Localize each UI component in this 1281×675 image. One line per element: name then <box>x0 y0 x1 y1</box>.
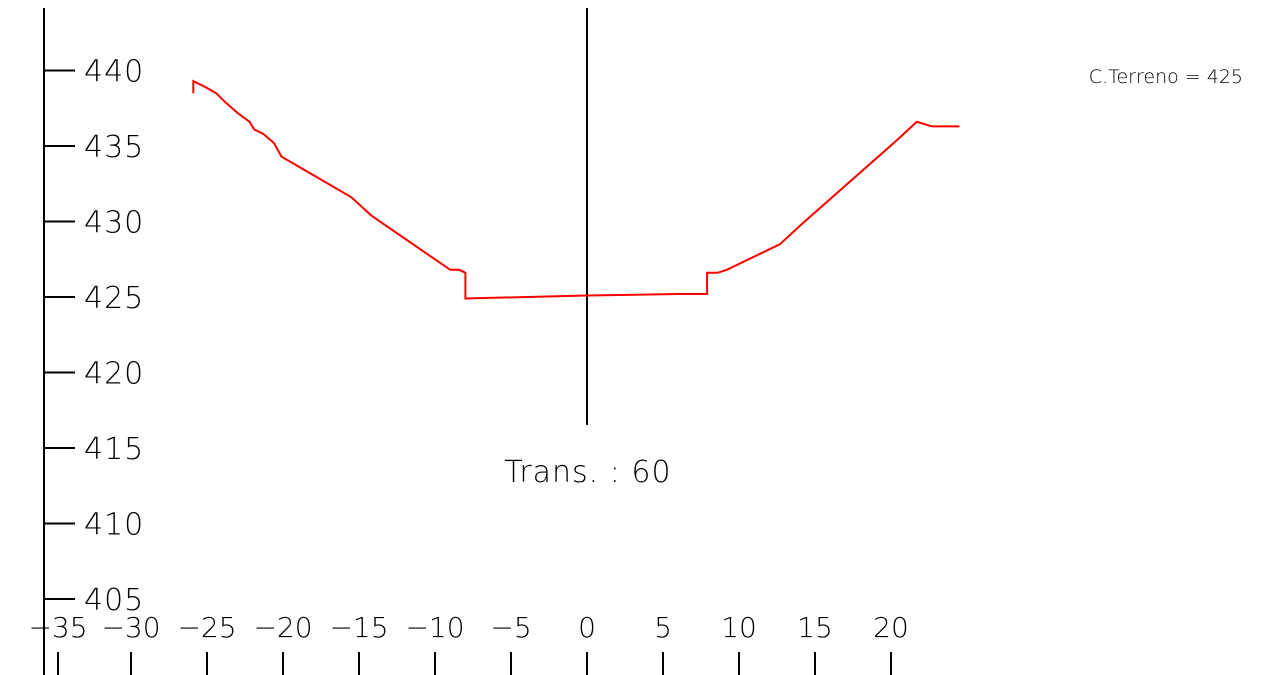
x-tick-label: −20 <box>253 611 312 644</box>
y-axis-ticks: 405 410 415 420 425 430 435 440 <box>44 55 144 618</box>
x-tick-label: 0 <box>578 611 596 644</box>
x-tick-label: −35 <box>28 611 87 644</box>
y-tick-label: 425 <box>84 281 144 316</box>
y-tick-label: 440 <box>84 55 144 90</box>
y-tick-label: 410 <box>84 508 144 543</box>
y-tick-label: 415 <box>84 432 144 467</box>
x-tick-label: −10 <box>405 611 464 644</box>
x-tick-label: −25 <box>177 611 236 644</box>
x-tick-label: −15 <box>329 611 388 644</box>
x-tick-label: 20 <box>873 611 909 644</box>
x-tick-label: 15 <box>797 611 833 644</box>
section-label: Trans. : 60 <box>504 455 671 490</box>
y-tick-label: 435 <box>84 130 144 165</box>
x-tick-label: 5 <box>654 611 672 644</box>
x-tick-label: 10 <box>721 611 757 644</box>
y-tick-label: 405 <box>84 583 144 618</box>
y-tick-label: 430 <box>84 206 144 241</box>
x-tick-label: −5 <box>490 611 531 644</box>
terrain-level-label: C.Terreno = 425 <box>1089 66 1243 88</box>
terrain-profile-line <box>192 79 960 300</box>
x-axis-ticks: −35 −30 −25 −20 −15 −10 −5 0 5 10 15 20 <box>28 611 909 675</box>
y-tick-label: 420 <box>84 357 144 392</box>
x-tick-label: −30 <box>101 611 160 644</box>
